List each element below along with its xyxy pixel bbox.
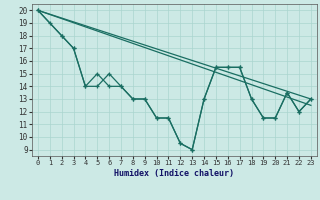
X-axis label: Humidex (Indice chaleur): Humidex (Indice chaleur): [115, 169, 234, 178]
